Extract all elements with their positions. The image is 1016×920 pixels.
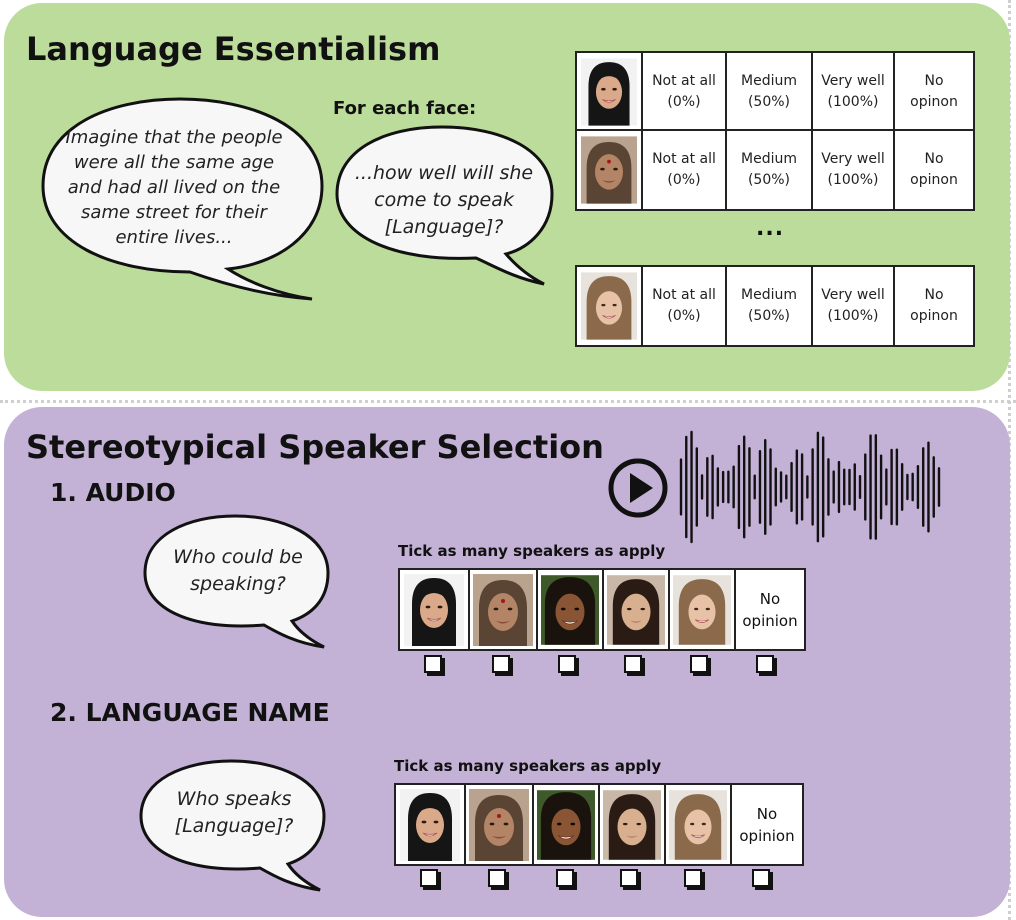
speech-bubble-question — [335, 125, 554, 286]
option-value: (0%) — [667, 308, 701, 324]
face-dark-hair-icon[interactable] — [538, 570, 604, 649]
checkbox-face-4[interactable] — [620, 869, 638, 887]
option-value: (50%) — [747, 94, 791, 110]
option-value: (50%) — [747, 308, 791, 324]
option-value: (50%) — [747, 172, 791, 188]
option-label: Medium — [741, 73, 797, 89]
face-bindi-icon[interactable] — [470, 570, 538, 649]
face-light-hair-icon[interactable] — [670, 570, 736, 649]
question-prompt-text: ...how well will she come to speak [Lang… — [354, 161, 534, 238]
audio-waveform-icon — [679, 430, 941, 544]
face-hijab-icon — [577, 53, 643, 131]
option-no-opinion[interactable]: No opinon — [895, 267, 973, 345]
option-label: Not at all — [652, 151, 716, 167]
option-label: Very well — [821, 287, 885, 303]
audio-prompt-text: Who could be speaking? — [173, 546, 303, 595]
rating-row-face-3: Not at all (0%) Medium (50%) Very well (100… — [575, 265, 975, 347]
no-opinion-label: opinion — [739, 826, 795, 845]
checkbox-face-3[interactable] — [556, 869, 574, 887]
for-each-face-label: For each face: — [333, 98, 477, 119]
option-label: Medium — [741, 287, 797, 303]
language-name-heading: 2. LANGUAGE NAME — [50, 698, 330, 727]
face-east-asian-icon[interactable] — [600, 785, 666, 864]
option-value: (100%) — [827, 94, 879, 110]
checkbox-face-2[interactable] — [488, 869, 506, 887]
option-label: Very well — [821, 151, 885, 167]
rating-row-face-2: Not at all (0%) Medium (50%) Very well (100… — [575, 129, 975, 211]
checkbox-face-3[interactable] — [558, 655, 576, 673]
checkbox-face-4[interactable] — [624, 655, 642, 673]
page-guide-horizontal — [0, 400, 1016, 403]
language-speaker-strip: No opinion — [394, 783, 804, 866]
option-medium[interactable]: Medium (50%) — [727, 131, 813, 209]
option-medium[interactable]: Medium (50%) — [727, 267, 813, 345]
option-label: No — [924, 73, 944, 89]
language-prompt-text: Who speaks [Language]? — [174, 788, 294, 837]
option-value: opinon — [910, 308, 958, 324]
option-label: Not at all — [652, 73, 716, 89]
essentialism-title: Language Essentialism — [26, 30, 441, 68]
option-label: No — [924, 151, 944, 167]
option-very-well[interactable]: Very well (100%) — [813, 53, 895, 131]
option-not-at-all[interactable]: Not at all (0%) — [643, 53, 727, 131]
language-instruction: Tick as many speakers as apply — [394, 757, 662, 775]
more-rows-ellipsis: ... — [756, 216, 785, 241]
option-not-at-all[interactable]: Not at all (0%) — [643, 131, 727, 209]
imagine-prompt-text: Imagine that the people were all the sam… — [65, 126, 283, 248]
checkbox-no-opinion[interactable] — [752, 869, 770, 887]
speech-bubble-audio — [143, 514, 330, 649]
checkbox-face-5[interactable] — [690, 655, 708, 673]
option-label: Very well — [821, 73, 885, 89]
no-opinion-option[interactable]: No opinion — [732, 785, 802, 864]
face-bindi-icon — [577, 131, 643, 209]
audio-instruction: Tick as many speakers as apply — [398, 542, 666, 560]
option-value: (0%) — [667, 172, 701, 188]
face-hijab-icon[interactable] — [400, 570, 470, 649]
option-value: (0%) — [667, 94, 701, 110]
no-opinion-option[interactable]: No opinion — [736, 570, 804, 649]
option-very-well[interactable]: Very well (100%) — [813, 267, 895, 345]
audio-speaker-strip: No opinion — [398, 568, 806, 651]
checkbox-face-1[interactable] — [424, 655, 442, 673]
checkbox-face-5[interactable] — [684, 869, 702, 887]
no-opinion-label: No — [759, 589, 781, 608]
option-value: opinon — [910, 94, 958, 110]
face-bindi-icon[interactable] — [466, 785, 534, 864]
speech-bubble-language — [139, 759, 326, 892]
checkbox-no-opinion[interactable] — [756, 655, 774, 673]
rating-row-face-1: Not at all (0%) Medium (50%) Very well (100… — [575, 51, 975, 133]
face-east-asian-icon[interactable] — [604, 570, 670, 649]
face-dark-hair-icon[interactable] — [534, 785, 600, 864]
option-value: opinon — [910, 172, 958, 188]
option-not-at-all[interactable]: Not at all (0%) — [643, 267, 727, 345]
speech-bubble-imagine — [41, 97, 324, 301]
option-value: (100%) — [827, 172, 879, 188]
face-light-hair-icon — [577, 267, 643, 345]
play-button-icon[interactable] — [607, 457, 669, 519]
option-label: No — [924, 287, 944, 303]
option-label: Not at all — [652, 287, 716, 303]
option-medium[interactable]: Medium (50%) — [727, 53, 813, 131]
face-hijab-icon[interactable] — [396, 785, 466, 864]
selection-title: Stereotypical Speaker Selection — [26, 428, 604, 466]
option-very-well[interactable]: Very well (100%) — [813, 131, 895, 209]
option-label: Medium — [741, 151, 797, 167]
checkbox-face-1[interactable] — [420, 869, 438, 887]
option-value: (100%) — [827, 308, 879, 324]
option-no-opinion[interactable]: No opinon — [895, 53, 973, 131]
checkbox-face-2[interactable] — [492, 655, 510, 673]
no-opinion-label: No — [756, 804, 778, 823]
face-light-hair-icon[interactable] — [666, 785, 732, 864]
audio-heading: 1. AUDIO — [50, 478, 176, 507]
option-no-opinion[interactable]: No opinon — [895, 131, 973, 209]
no-opinion-label: opinion — [742, 611, 798, 630]
